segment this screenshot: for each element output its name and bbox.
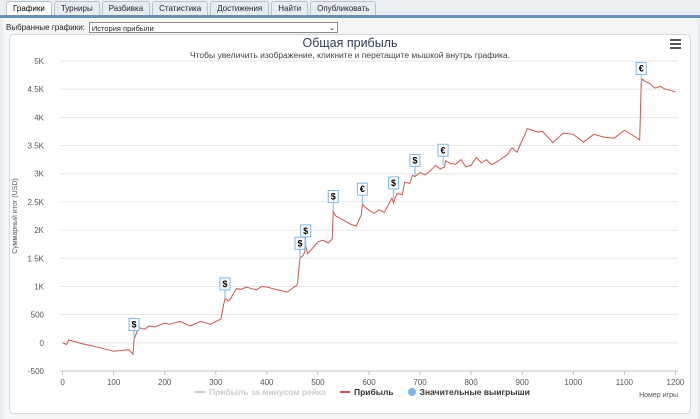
chart-selector-dropdown[interactable]: История прибыли ⌄ [88, 21, 338, 33]
tab-tournaments[interactable]: Турниры [53, 1, 100, 16]
chart-selector-row: Выбранные графики: История прибыли ⌄ [6, 21, 338, 33]
tab-bar: Графики Турниры Разбивка Статистика Дост… [6, 1, 377, 16]
x-tick-label: 700 [413, 378, 427, 387]
flag-box [219, 277, 231, 291]
tab-charts[interactable]: Графики [6, 1, 52, 16]
tab-find[interactable]: Найти [271, 1, 309, 16]
flag-box [128, 317, 140, 331]
big-win-flag: $ [300, 224, 312, 246]
flag-box [294, 236, 306, 250]
x-tick-label: 600 [362, 378, 376, 387]
big-win-flag: $ [327, 189, 339, 212]
profit-line [62, 78, 676, 356]
tab-publish[interactable]: Опубликовать [310, 1, 377, 16]
grid-lines [60, 60, 678, 372]
tab-statistics[interactable]: Статистика [152, 1, 209, 16]
flag-label: $ [298, 238, 303, 248]
chart-menu-icon[interactable] [670, 39, 681, 49]
y-tick-label: 2K [34, 226, 44, 235]
x-tick-label: 400 [260, 378, 274, 387]
y-tick-label: 4.5K [28, 85, 45, 94]
big-win-flag: $ [409, 153, 421, 176]
flag-label: $ [412, 155, 417, 165]
x-tick-label: 900 [516, 378, 530, 387]
x-tick-label: 0 [60, 378, 65, 387]
y-tick-label: 500 [31, 311, 45, 320]
flag-label: € [639, 64, 644, 74]
x-axis-ticks: 0 100 200 300 400 500 600 700 800 900 1000 1100 1200 [60, 371, 685, 387]
big-win-flag: $ [128, 317, 140, 340]
chevron-down-icon: ⌄ [329, 24, 335, 32]
legend-label: Прибыль [353, 387, 394, 397]
y-axis-title: Суммарный итог (USD) [11, 178, 19, 254]
big-win-flag: € [437, 143, 449, 166]
x-tick-label: 1000 [564, 378, 582, 387]
y-tick-label: -500 [28, 367, 45, 376]
legend-item-net-profit[interactable]: Прибыль за минусом рейка [195, 387, 326, 397]
tab-underline [0, 15, 700, 18]
flag-box [388, 176, 400, 190]
legend-label: Прибыль за минусом рейка [209, 387, 326, 397]
flag-box [327, 189, 339, 203]
flag-label: $ [132, 319, 137, 329]
flag-box [356, 182, 368, 196]
flag-label: € [441, 145, 446, 155]
flag-box [300, 224, 312, 238]
y-tick-label: 0 [40, 339, 45, 348]
legend-item-profit[interactable]: Прибыль [339, 387, 394, 397]
y-tick-label: 3.5K [28, 142, 45, 151]
big-win-flag: € [635, 62, 647, 84]
tab-breakdown[interactable]: Разбивка [101, 1, 151, 16]
legend-swatch [195, 391, 205, 393]
flag-box [437, 143, 449, 157]
x-tick-label: 100 [107, 378, 121, 387]
flag-box [635, 62, 647, 76]
legend-label: Значительные выигрыши [419, 387, 530, 397]
y-tick-label: 1K [34, 282, 44, 291]
big-win-flag: $ [294, 236, 306, 259]
x-tick-label: 1200 [667, 378, 685, 387]
tab-achievements[interactable]: Достижения [210, 1, 270, 16]
x-tick-label: 1100 [616, 378, 634, 387]
flag-label: $ [391, 178, 396, 188]
x-tick-label: 500 [311, 378, 325, 387]
x-axis-title: Номер игры [639, 392, 678, 399]
y-tick-label: 4K [34, 113, 44, 122]
big-win-flag: $ [388, 176, 400, 198]
flag-label: $ [331, 191, 336, 201]
legend-item-big-wins[interactable]: Значительные выигрыши [407, 387, 530, 397]
flag-box [409, 153, 421, 167]
y-axis-ticks: -500 0 500 1K 1.5K 2K 2.5K 3K 3.5K 4K 4.5K 5K [28, 57, 45, 376]
chart-selector-value: История прибыли [91, 23, 154, 33]
x-tick-label: 200 [158, 378, 172, 387]
chart-selector-label: Выбранные графики: [6, 22, 85, 32]
x-tick-label: 300 [209, 378, 223, 387]
legend-swatch [407, 388, 416, 396]
y-tick-label: 5K [34, 57, 44, 66]
y-tick-label: 1.5K [28, 254, 45, 263]
y-tick-label: 3K [34, 170, 44, 179]
legend-swatch [339, 391, 350, 393]
flags-group: $$$$$€$$€€ [128, 62, 647, 340]
chart-subtitle: Чтобы увеличить изображение, кликните и … [189, 50, 511, 60]
big-win-flag: € [356, 182, 368, 205]
x-tick-label: 800 [464, 378, 478, 387]
flag-label: $ [303, 226, 308, 236]
series-group [62, 78, 676, 356]
flag-label: € [360, 184, 365, 194]
y-tick-label: 2.5K [28, 198, 45, 207]
flag-label: $ [222, 279, 227, 289]
chart-legend: Прибыль за минусом рейка Прибыль Значите… [195, 387, 530, 397]
big-win-flag: $ [219, 277, 231, 299]
chart-title: Общая прибыль [302, 36, 398, 50]
